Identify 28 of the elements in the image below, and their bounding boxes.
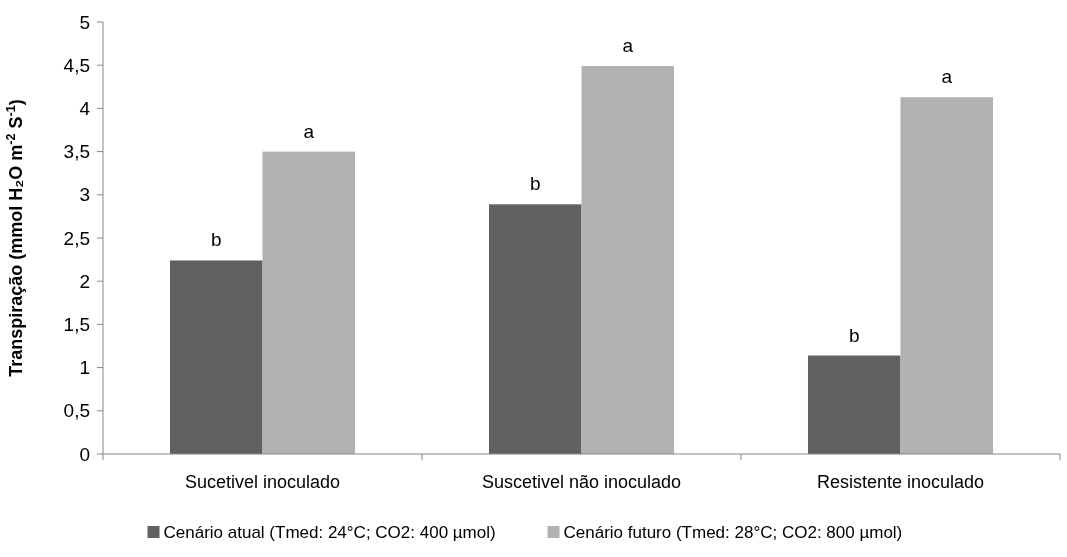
bar — [169, 260, 263, 454]
annotation: a — [622, 35, 634, 57]
annotation: b — [529, 173, 541, 195]
y-tick-label: 1 — [79, 357, 90, 379]
y-tick-label: 0 — [79, 443, 90, 465]
x-tick-label: Suscetivel não inoculado — [481, 472, 682, 492]
annotation: a — [303, 120, 315, 142]
bar — [488, 204, 582, 454]
bar — [581, 66, 675, 454]
x-tick-label: Resistente inoculado — [816, 472, 985, 492]
y-tick-label: 1,5 — [63, 314, 90, 336]
y-tick-label: 2,5 — [63, 227, 90, 249]
y-tick-label: 5 — [79, 11, 90, 33]
y-tick-label: 4 — [79, 98, 91, 120]
bar — [900, 97, 994, 454]
annotation: b — [210, 229, 222, 251]
y-tick-label: 3 — [79, 184, 90, 206]
y-tick-label: 0,5 — [63, 400, 90, 422]
annotation: a — [941, 66, 953, 88]
bar — [262, 151, 356, 454]
annotation: b — [848, 324, 860, 346]
y-tick-label: 2 — [79, 270, 90, 292]
bar — [807, 355, 901, 454]
x-tick-label: Sucetivel inoculado — [184, 472, 341, 492]
y-tick-label: 4,5 — [63, 54, 90, 76]
y-tick-label: 3,5 — [63, 141, 90, 163]
legend-label: Cenário futuro (Tmed: 28°C; CO2: 800 µmol) — [563, 523, 903, 542]
legend-label: Cenário atual (Tmed: 24°C; CO2: 400 µmol) — [163, 523, 496, 542]
